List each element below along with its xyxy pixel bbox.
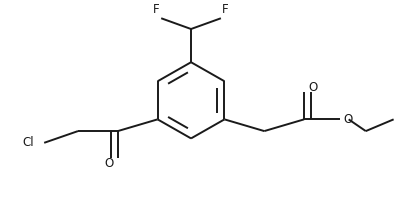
Text: F: F bbox=[153, 3, 160, 16]
Text: Cl: Cl bbox=[23, 136, 34, 149]
Text: O: O bbox=[105, 157, 114, 170]
Text: F: F bbox=[222, 3, 229, 16]
Text: O: O bbox=[308, 81, 317, 94]
Text: O: O bbox=[343, 113, 352, 126]
